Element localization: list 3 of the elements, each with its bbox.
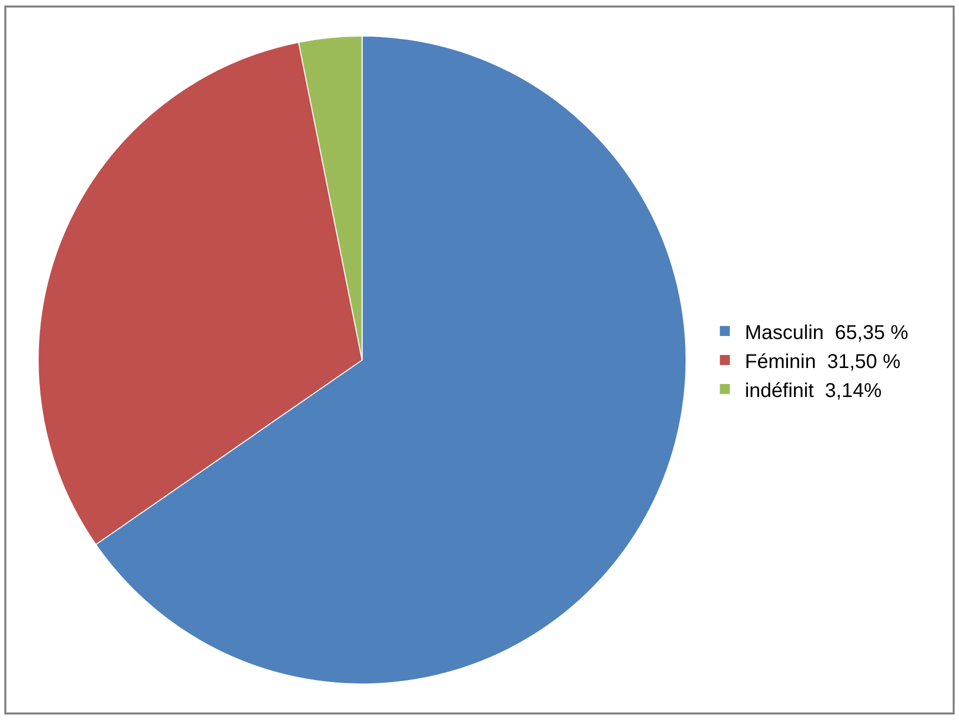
legend-label: Masculin 65,35 % bbox=[744, 322, 908, 344]
legend-label: indéfinit 3,14% bbox=[744, 380, 882, 402]
legend-label: Féminin 31,50 % bbox=[744, 350, 901, 373]
